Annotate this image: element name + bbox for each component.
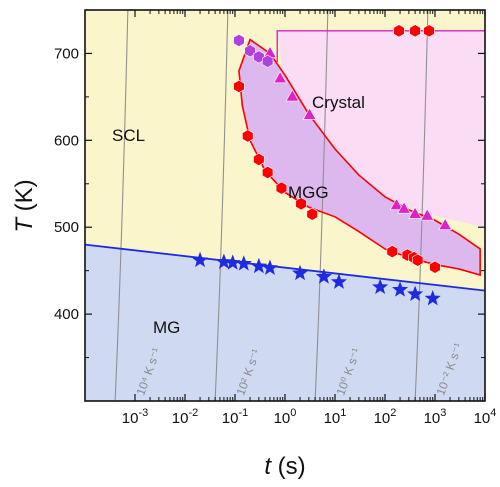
- y-tick-label: 600: [54, 132, 79, 149]
- region-label-mgg: MGG: [288, 183, 329, 202]
- hexagon-marker: [233, 33, 245, 47]
- hexagon-marker: [261, 54, 274, 68]
- hexagon-marker: [275, 181, 288, 195]
- triangle-marker: [438, 217, 453, 230]
- y-axis-label: T (K): [11, 179, 38, 232]
- star-marker: [191, 251, 209, 268]
- x-tick-label: 101: [324, 407, 347, 427]
- cooling-rate-curve: [114, 10, 129, 401]
- data-points: [191, 24, 453, 306]
- x-tick-label: 104: [474, 407, 497, 427]
- hexagon-marker: [393, 24, 405, 38]
- triangle-marker: [408, 206, 422, 219]
- star-marker: [250, 257, 267, 274]
- triangle-marker: [285, 89, 300, 102]
- hexagon-marker: [411, 253, 424, 267]
- star-marker: [372, 278, 389, 295]
- y-ticks: 400 500 600 700: [54, 9, 485, 359]
- triangle-marker: [397, 201, 411, 214]
- region-label-mg: MG: [153, 318, 180, 337]
- x-axis-label: t (s): [264, 453, 305, 480]
- hexagon-marker: [233, 79, 245, 94]
- y-tick-label: 400: [54, 306, 79, 323]
- hexagon-marker: [386, 245, 398, 259]
- mg-region: [85, 244, 485, 401]
- hexagon-marker: [253, 50, 265, 64]
- cooling-rate-curve: [314, 10, 329, 401]
- star-marker: [315, 268, 332, 284]
- hexagon-marker: [306, 207, 318, 221]
- triangle-marker: [389, 197, 404, 210]
- star-marker: [261, 259, 279, 275]
- cooling-rate-curve: [414, 10, 429, 401]
- x-ticks: 10-3 10-2 10-1 100 101 102 103 104: [122, 10, 497, 427]
- x-tick-label: 10-1: [222, 407, 248, 427]
- hexagon-marker: [253, 152, 265, 166]
- hexagon-marker: [409, 24, 421, 38]
- star-marker: [330, 273, 348, 289]
- star-marker: [424, 289, 441, 306]
- star-marker: [391, 281, 409, 297]
- star-marker: [235, 255, 252, 271]
- x-tick-label: 102: [374, 407, 397, 427]
- region-label-scl: SCL: [112, 126, 145, 145]
- star-marker: [407, 285, 424, 302]
- glass-transition-line: [85, 243, 485, 292]
- star-marker: [215, 253, 232, 269]
- x-tick-label: 10-2: [172, 407, 198, 427]
- y-tick-label: 700: [54, 45, 79, 62]
- region-label-crystal: Crystal: [312, 93, 365, 112]
- hexagon-marker: [423, 24, 435, 38]
- hexagon-marker: [429, 260, 441, 274]
- star-marker: [224, 254, 241, 270]
- hexagon-marker: [242, 129, 254, 143]
- hexagon-marker: [295, 197, 307, 211]
- cooling-rate-curve: [214, 10, 229, 401]
- hexagon-marker: [244, 44, 256, 58]
- crystal-region: [277, 30, 485, 228]
- star-marker: [291, 264, 309, 281]
- hexagon-marker: [261, 165, 274, 180]
- triangle-marker: [302, 107, 317, 120]
- x-tick-label: 10-3: [122, 407, 148, 427]
- triangle-marker: [420, 208, 435, 221]
- x-tick-label: 103: [424, 407, 447, 427]
- triangle-marker: [273, 71, 287, 84]
- cooling-rate-curves: [114, 10, 429, 401]
- y-tick-label: 500: [54, 219, 79, 236]
- x-tick-label: 100: [274, 407, 297, 427]
